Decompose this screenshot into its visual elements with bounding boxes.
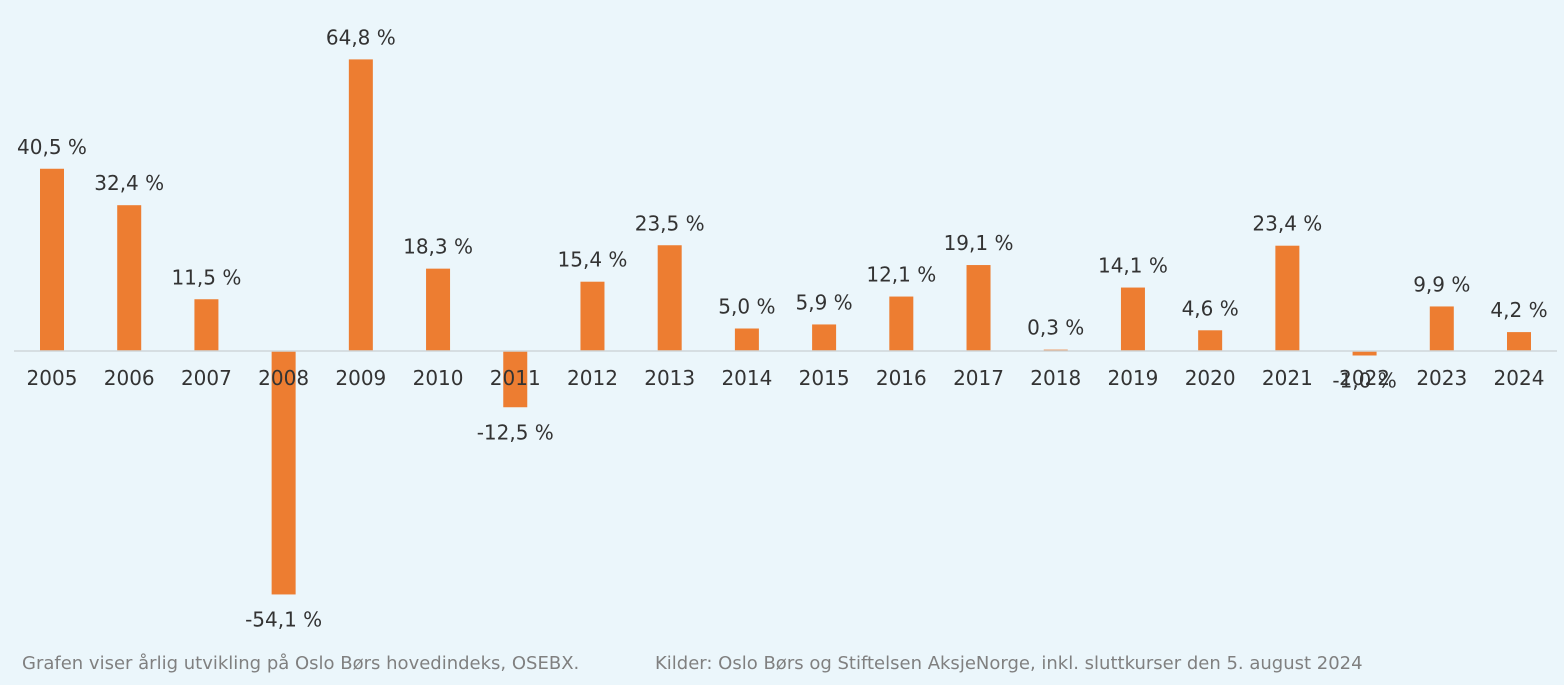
chart-sources: Kilder: Oslo Børs og Stiftelsen AksjeNor… (655, 653, 1363, 674)
data-label-2014: 5,0 % (718, 295, 775, 319)
tick-label-2009: 2009 (335, 366, 386, 390)
bar-2005 (40, 168, 64, 351)
bar-2011 (503, 351, 528, 408)
tick-label-2022: 2022 (1339, 366, 1390, 390)
data-label-2012: 15,4 % (558, 248, 628, 272)
tick-label-2020: 2020 (1185, 366, 1236, 390)
tick-label-2018: 2018 (1030, 366, 1081, 390)
data-label-2015: 5,9 % (796, 290, 853, 314)
tick-label-2010: 2010 (413, 366, 464, 390)
tick-label-2019: 2019 (1107, 366, 1158, 390)
data-label-2016: 12,1 % (866, 263, 936, 287)
tick-label-2006: 2006 (104, 366, 155, 390)
data-label-2008: -54,1 % (245, 607, 322, 631)
bar-2017 (966, 265, 991, 351)
bars-group (40, 59, 1531, 595)
bar-2023 (1429, 306, 1454, 351)
bar-2006 (117, 205, 142, 351)
data-label-2017: 19,1 % (944, 231, 1014, 255)
tick-label-2024: 2024 (1494, 366, 1545, 390)
bar-2013 (657, 245, 682, 351)
data-label-2013: 23,5 % (635, 211, 705, 235)
bar-2021 (1275, 245, 1300, 351)
data-label-2007: 11,5 % (171, 265, 241, 289)
bar-2015 (812, 324, 837, 351)
tick-label-2005: 2005 (27, 366, 78, 390)
data-label-2019: 14,1 % (1098, 254, 1168, 278)
tick-label-2017: 2017 (953, 366, 1004, 390)
tick-label-2015: 2015 (799, 366, 850, 390)
bar-2008 (271, 351, 296, 595)
data-label-2022: -1,0 % (1332, 369, 1396, 393)
data-label-2011: -12,5 % (477, 420, 554, 444)
bar-2020 (1198, 330, 1223, 351)
data-labels-group: 40,5 % 32,4 % 11,5 % -54,1 % 64,8 % 18,3 % -12… (17, 25, 1548, 631)
data-label-2020: 4,6 % (1182, 296, 1239, 320)
data-label-2009: 64,8 % (326, 25, 396, 49)
bar-2019 (1120, 287, 1145, 351)
data-label-2006: 32,4 % (94, 171, 164, 195)
bar-2014 (734, 328, 759, 351)
tick-label-2011: 2011 (490, 366, 541, 390)
bar-2010 (426, 268, 451, 351)
data-label-2018: 0,3 % (1027, 316, 1084, 340)
tick-labels-group: 2005 2006 2007 2008 2009 2010 2011 2012 2013 2014… (27, 366, 1545, 390)
bar-2024 (1507, 332, 1531, 351)
data-label-2010: 18,3 % (403, 235, 473, 259)
tick-label-2007: 2007 (181, 366, 232, 390)
tick-label-2013: 2013 (644, 366, 695, 390)
tick-label-2014: 2014 (721, 366, 772, 390)
bar-2022 (1352, 351, 1377, 356)
bar-2016 (889, 296, 914, 351)
data-label-2005: 40,5 % (17, 135, 87, 159)
bar-2007 (194, 299, 219, 351)
data-label-2021: 23,4 % (1252, 212, 1322, 236)
data-label-2023: 9,9 % (1413, 272, 1470, 296)
bar-2009 (348, 59, 373, 352)
tick-label-2023: 2023 (1416, 366, 1467, 390)
tick-label-2016: 2016 (876, 366, 927, 390)
bar-2012 (580, 281, 605, 351)
tick-label-2021: 2021 (1262, 366, 1313, 390)
tick-label-2012: 2012 (567, 366, 618, 390)
tick-label-2008: 2008 (258, 366, 309, 390)
data-label-2024: 4,2 % (1490, 298, 1547, 322)
chart-description: Grafen viser årlig utvikling på Oslo Bør… (22, 653, 580, 674)
